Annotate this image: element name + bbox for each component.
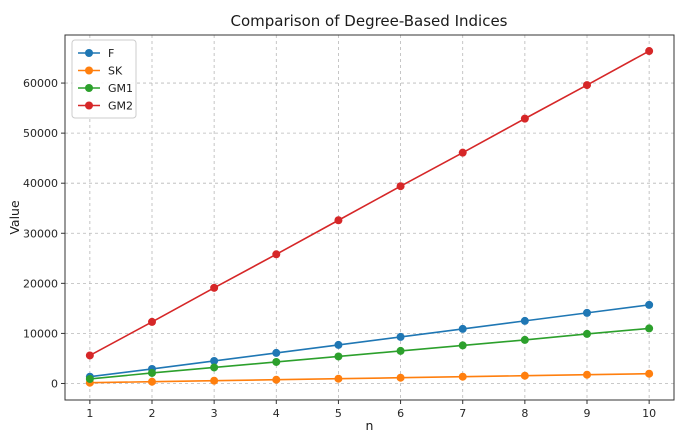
x-tick-label: 10 <box>642 407 656 420</box>
y-tick-label: 10000 <box>23 327 58 340</box>
data-point <box>458 341 467 350</box>
legend-label: F <box>108 47 114 60</box>
legend-marker <box>85 84 93 92</box>
data-point <box>396 373 405 382</box>
legend-item-f: F <box>78 47 114 60</box>
legend-label: GM1 <box>108 82 133 95</box>
data-point <box>272 375 281 384</box>
data-point <box>210 376 219 385</box>
series-line <box>89 327 650 380</box>
data-point <box>520 316 529 325</box>
legend-label: SK <box>108 65 123 78</box>
legend-item-gm1: GM1 <box>78 82 133 95</box>
series-line <box>89 50 650 357</box>
series-line <box>89 372 650 384</box>
legend-label: GM2 <box>108 100 133 113</box>
data-point <box>645 324 654 333</box>
data-point <box>583 370 591 379</box>
data-point <box>272 348 281 357</box>
x-axis-ticks: 1 2 3 4 5 6 7 8 9 10 <box>86 400 656 420</box>
x-tick-label: 5 <box>335 407 342 420</box>
data-point <box>583 308 591 317</box>
data-point <box>396 182 405 191</box>
data-point <box>210 363 219 372</box>
data-point <box>148 368 156 377</box>
data-point <box>210 356 219 365</box>
x-tick-label: 4 <box>273 407 280 420</box>
legend: F SK GM1 GM2 <box>71 39 137 119</box>
y-tick-label: 40000 <box>23 177 58 190</box>
legend-marker <box>85 101 93 110</box>
data-point <box>334 374 343 383</box>
data-point <box>272 357 281 366</box>
data-point <box>645 47 654 56</box>
legend-marker <box>85 49 93 57</box>
data-point <box>458 372 467 381</box>
data-point <box>85 374 94 383</box>
data-point <box>148 317 156 326</box>
data-point <box>520 114 529 123</box>
legend-item-gm2: GM2 <box>78 100 133 113</box>
y-tick-label: 60000 <box>23 77 58 90</box>
chart-title: Comparison of Degree-Based Indices <box>230 12 507 30</box>
data-point <box>583 81 591 90</box>
data-point <box>520 335 529 344</box>
y-axis-ticks: 0 10000 20000 30000 40000 50000 60000 <box>23 77 65 390</box>
data-point <box>272 250 281 259</box>
y-tick-label: 50000 <box>23 127 58 140</box>
grid <box>65 35 674 400</box>
legend-marker <box>85 66 93 75</box>
data-point <box>396 332 405 341</box>
data-point <box>334 216 343 225</box>
data-point <box>458 148 467 157</box>
x-tick-label: 7 <box>459 407 466 420</box>
data-point <box>458 324 467 333</box>
series-gm1 <box>85 324 654 383</box>
data-point <box>210 283 219 292</box>
data-point <box>583 329 591 338</box>
y-tick-label: 30000 <box>23 227 58 240</box>
y-axis-label: Value <box>7 200 22 235</box>
data-point <box>85 351 94 360</box>
x-tick-label: 9 <box>584 407 591 420</box>
series-sk <box>85 369 654 387</box>
x-tick-label: 3 <box>211 407 218 420</box>
series-line <box>89 304 650 378</box>
data-point <box>520 371 529 380</box>
x-tick-label: 2 <box>149 407 156 420</box>
series-layer <box>85 47 654 387</box>
legend-box <box>71 39 137 119</box>
y-tick-label: 0 <box>51 377 58 390</box>
x-axis-label: n <box>366 418 374 433</box>
legend-item-sk: SK <box>78 65 123 78</box>
x-tick-label: 6 <box>397 407 404 420</box>
data-point <box>334 352 343 361</box>
data-point <box>334 340 343 349</box>
data-point <box>645 369 654 378</box>
x-tick-label: 8 <box>521 407 528 420</box>
data-point <box>645 300 654 309</box>
x-tick-label: 1 <box>86 407 93 420</box>
plot-frame <box>64 34 675 401</box>
data-point <box>396 346 405 355</box>
data-point <box>148 377 156 386</box>
series-f <box>85 300 654 381</box>
y-tick-label: 20000 <box>23 277 58 290</box>
series-gm2 <box>85 47 654 360</box>
